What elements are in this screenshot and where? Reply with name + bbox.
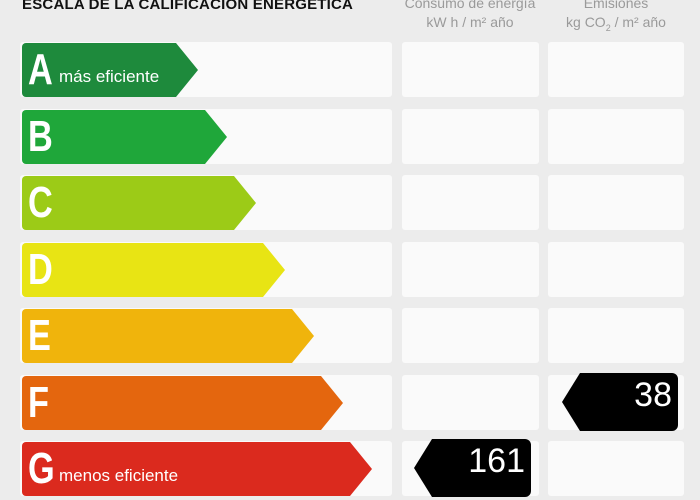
energy-column-title: Consumo de energía [404,0,536,11]
rating-letter: C [28,178,53,227]
emissions-cell [548,441,684,496]
energy-cell [402,42,539,97]
rating-letter: F [28,378,49,427]
emissions-badge-value: 38 [634,376,672,414]
rating-note: menos eficiente [59,466,179,485]
energy-column-header: Consumo de energía kW h / m² año [400,0,540,32]
emissions-cell [548,242,684,297]
rating-letter: G [28,444,55,493]
rating-letter: E [28,311,51,360]
scale-title: ESCALA DE LA CALIFICACIÓN ENERGÉTICA [22,0,354,13]
emissions-cell [548,308,684,363]
emissions-column-title: Emisiones [583,0,649,11]
emissions-cell [548,109,684,164]
rating-bar-d: D [22,243,285,297]
emissions-cell [548,42,684,97]
emissions-column-header: Emisiones kg CO2 / m² año [548,0,684,38]
rating-bar-e: E [22,309,314,363]
emissions-unit-pre: kg CO [566,14,606,30]
rating-letter: B [28,112,53,161]
rating-bar-c: C [22,176,256,230]
energy-column-unit: kW h / m² año [426,14,514,30]
emissions-cell [548,175,684,230]
rating-letter: A [28,45,53,94]
rating-letter: D [28,245,53,294]
energy-cell [402,175,539,230]
emissions-unit-subscript: 2 [605,22,611,33]
energy-cell [402,308,539,363]
energy-cell [402,109,539,164]
energy-badge-value: 161 [468,442,525,480]
energy-cell [402,375,539,430]
energy-badge: 161 [414,439,531,497]
rating-note: más eficiente [59,67,160,86]
energy-cell [402,242,539,297]
rating-bar-b: B [22,110,227,164]
emissions-unit-post: / m² año [610,14,666,30]
emissions-badge: 38 [562,373,678,431]
rating-bar-f: F [22,376,343,430]
emissions-column-unit: kg CO2 / m² año [548,13,684,38]
